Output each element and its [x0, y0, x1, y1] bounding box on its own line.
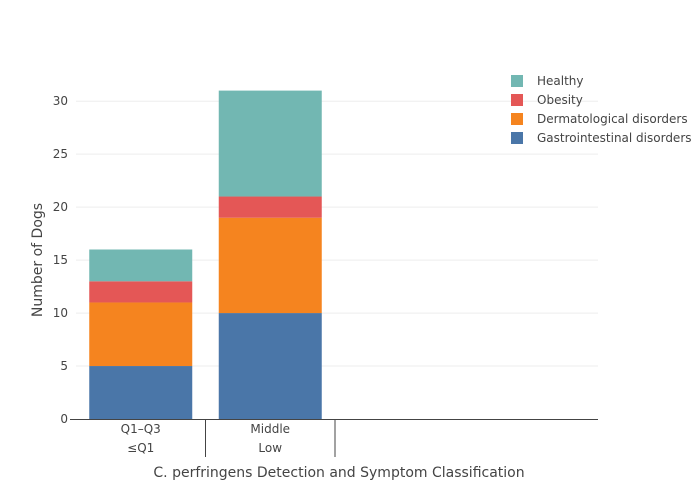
bar-segment[interactable] — [89, 366, 193, 419]
legend-label: Healthy — [537, 74, 584, 88]
legend-item[interactable]: Obesity — [511, 93, 583, 107]
legend-swatch — [511, 94, 523, 106]
y-tick-label: 5 — [60, 359, 68, 373]
bar-segment[interactable] — [89, 281, 193, 303]
x-tick-label-group: Low — [258, 441, 282, 455]
bar-segment[interactable] — [218, 90, 322, 197]
bar-segment[interactable] — [218, 313, 322, 419]
y-tick-label: 25 — [53, 147, 68, 161]
bar-segment[interactable] — [89, 249, 193, 282]
legend-item[interactable]: Dermatological disorders — [511, 112, 688, 126]
y-axis-title: Number of Dogs — [30, 203, 46, 317]
x-tick-labels: Q1–Q3 ≤Q1 Middle Low — [121, 419, 336, 457]
x-tick-label-group: ≤Q1 — [127, 441, 154, 455]
legend-item[interactable]: Healthy — [511, 74, 584, 88]
y-tick-label: 20 — [53, 200, 68, 214]
legend[interactable]: Healthy Obesity Dermatological disorders Ga… — [511, 74, 692, 145]
legend-swatch — [511, 75, 523, 87]
y-tick-label: 10 — [53, 306, 68, 320]
bar-segment[interactable] — [218, 196, 322, 218]
x-axis-title: C. perfringens Detection and Symptom Cla… — [153, 465, 524, 481]
x-tick-label: Q1–Q3 — [121, 422, 161, 436]
legend-label: Gastrointestinal disorders — [537, 131, 692, 145]
y-tick-label: 15 — [53, 253, 68, 267]
bar-segment[interactable] — [218, 217, 322, 314]
y-tick-labels: 0 5 10 15 20 25 30 — [53, 94, 68, 426]
legend-swatch — [511, 132, 523, 144]
y-tick-label: 0 — [60, 412, 68, 426]
x-tick-label: Middle — [250, 422, 290, 436]
legend-label: Obesity — [537, 93, 583, 107]
legend-swatch — [511, 113, 523, 125]
legend-item[interactable]: Gastrointestinal disorders — [511, 131, 692, 145]
legend-label: Dermatological disorders — [537, 112, 688, 126]
y-tick-label: 30 — [53, 94, 68, 108]
bars — [89, 90, 322, 419]
bar-segment[interactable] — [89, 302, 193, 367]
